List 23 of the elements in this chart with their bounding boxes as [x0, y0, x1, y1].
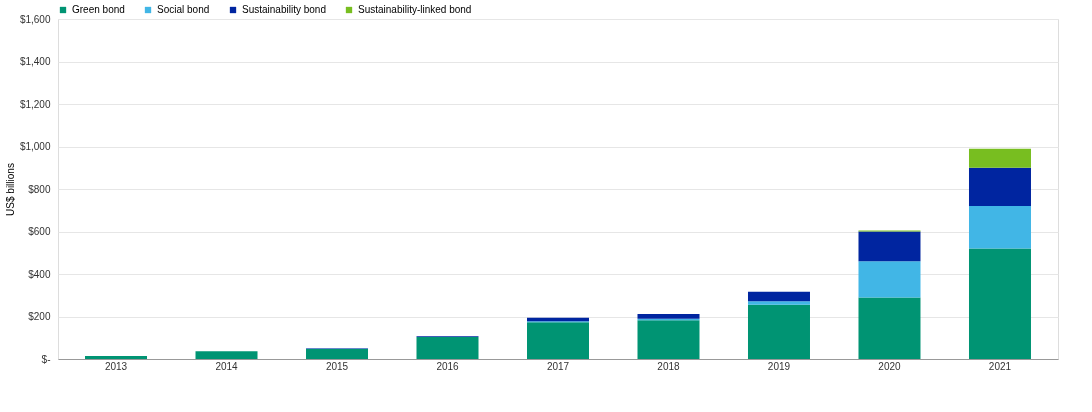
x-tick-label: 2019 — [767, 360, 791, 372]
y-tick-label: $600 — [28, 226, 51, 237]
x-tick-label: 2020 — [878, 360, 902, 372]
legend-label: Sustainability-linked bond — [358, 4, 472, 15]
x-tick-label: 2021 — [988, 360, 1012, 372]
x-tick-label: 2018 — [657, 360, 681, 372]
x-tick-label: 2016 — [436, 360, 460, 372]
legend-label: Social bond — [157, 4, 210, 15]
x-tick-label: 2014 — [215, 360, 239, 372]
y-axis-title: US$ billions — [4, 163, 16, 216]
y-tick-label: $400 — [28, 268, 51, 280]
x-tick-label: 2017 — [546, 360, 570, 372]
x-tick-label: 2015 — [325, 360, 349, 372]
legend-label: Green bond — [72, 4, 125, 15]
y-tick-label: $1,200 — [19, 98, 51, 110]
y-tick-label: $1,600 — [19, 13, 51, 25]
y-tick-label: $- — [41, 353, 51, 365]
x-tick-label: 2013 — [104, 360, 128, 372]
y-tick-label: $1,400 — [19, 56, 51, 67]
y-tick-label: $800 — [28, 183, 51, 195]
y-tick-label: $200 — [28, 311, 51, 322]
y-tick-label: $1,000 — [19, 141, 51, 152]
legend-label: Sustainability bond — [242, 4, 326, 15]
